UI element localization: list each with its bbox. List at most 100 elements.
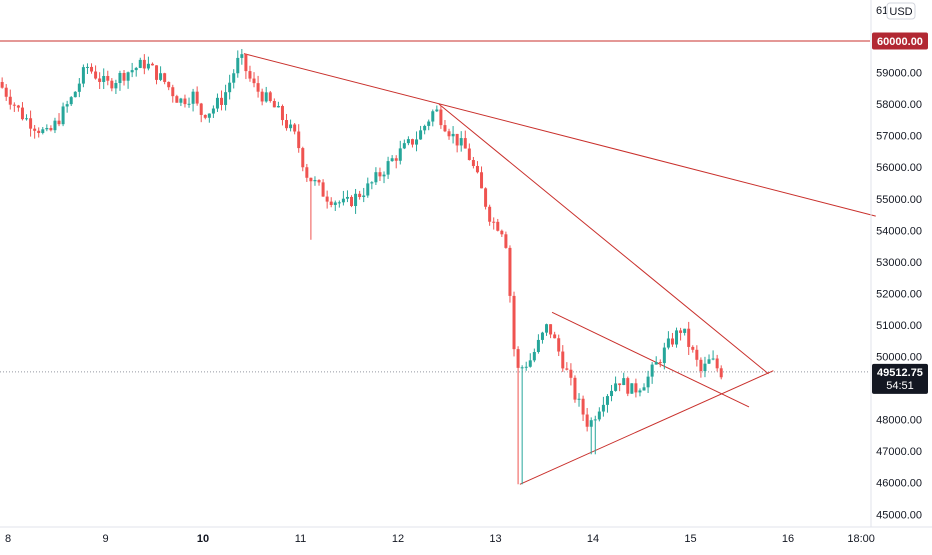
candle-body bbox=[683, 328, 687, 333]
candle-body bbox=[354, 193, 358, 207]
candle-body bbox=[126, 72, 130, 81]
candle-body bbox=[285, 120, 289, 129]
candle-body bbox=[699, 359, 703, 372]
candle-body bbox=[12, 104, 16, 106]
candle-body bbox=[467, 148, 471, 161]
candle-body bbox=[695, 349, 699, 360]
candle-body bbox=[406, 139, 410, 144]
candle-body bbox=[431, 111, 435, 122]
y-tick-label: 50000.00 bbox=[876, 352, 922, 364]
candle-body bbox=[670, 338, 674, 345]
candle-body bbox=[53, 120, 57, 131]
candle-body bbox=[268, 92, 272, 101]
candle-body bbox=[577, 398, 581, 400]
candle-body bbox=[130, 70, 134, 73]
candle-body bbox=[0, 82, 4, 88]
top-tick-label: 61 bbox=[876, 5, 888, 17]
y-tick-label: 58000.00 bbox=[876, 99, 922, 111]
candle-body bbox=[345, 196, 349, 199]
candle-body bbox=[81, 67, 85, 84]
candle-body bbox=[85, 66, 89, 68]
candle-body bbox=[382, 174, 386, 177]
candle-body bbox=[293, 124, 297, 132]
x-tick-label: 11 bbox=[295, 533, 306, 545]
candle-body bbox=[662, 347, 666, 364]
candle-body bbox=[601, 404, 605, 412]
candle-body bbox=[57, 120, 61, 125]
candle-body bbox=[252, 78, 256, 84]
candle-body bbox=[500, 230, 504, 235]
candle-body bbox=[150, 63, 154, 66]
candle-body bbox=[666, 338, 670, 348]
level-marker-value: 60000.00 bbox=[877, 36, 923, 48]
candle-body bbox=[297, 131, 301, 149]
candle-body bbox=[626, 378, 630, 394]
candle-body bbox=[419, 130, 423, 140]
current-price-marker-bg bbox=[872, 363, 928, 394]
candle-body bbox=[585, 414, 589, 427]
candle-body bbox=[597, 411, 601, 420]
candle-body bbox=[496, 221, 500, 231]
currency-badge-bg bbox=[886, 2, 916, 20]
candle-body bbox=[272, 100, 276, 108]
candle-body bbox=[98, 78, 102, 82]
candle-body bbox=[366, 183, 370, 196]
y-tick-label: 55000.00 bbox=[876, 194, 922, 206]
candle-body bbox=[642, 387, 646, 391]
candle-body bbox=[520, 367, 524, 369]
y-tick-label: 46000.00 bbox=[876, 478, 922, 490]
candle-body bbox=[719, 368, 723, 378]
plot-area bbox=[0, 40, 876, 485]
price-axis[interactable]: 45000.0046000.0047000.0048000.0049000.00… bbox=[876, 68, 922, 522]
candle-body bbox=[557, 338, 561, 352]
candle-body bbox=[61, 106, 65, 125]
candle-body bbox=[155, 65, 159, 80]
candle-body bbox=[211, 108, 215, 114]
candle-body bbox=[707, 359, 711, 364]
candle-body bbox=[122, 72, 126, 81]
y-tick-label: 51000.00 bbox=[876, 320, 922, 332]
candle-body bbox=[321, 182, 325, 197]
candle-body bbox=[370, 182, 374, 184]
candle-body bbox=[459, 138, 463, 146]
candle-body bbox=[138, 59, 142, 68]
candle-body bbox=[410, 139, 414, 145]
candle-body bbox=[630, 383, 634, 394]
candle-body bbox=[398, 148, 402, 161]
candle-body bbox=[536, 339, 540, 352]
time-axis[interactable]: 8 9 10 11 12 13 14 15 16 18:00 bbox=[5, 533, 875, 545]
candle-body bbox=[134, 67, 138, 71]
candle-body bbox=[65, 104, 69, 107]
candle-body bbox=[146, 63, 150, 69]
price-markers: 61 USD 60000.00 49512.75 54:51 bbox=[872, 2, 928, 394]
candle-body bbox=[77, 83, 81, 92]
candle-body bbox=[386, 161, 390, 175]
candle-body bbox=[329, 201, 333, 205]
candle-body bbox=[264, 92, 268, 102]
candle-body bbox=[94, 71, 98, 79]
y-tick-label: 45000.00 bbox=[876, 509, 922, 521]
candle-body bbox=[471, 160, 475, 166]
candle-body bbox=[236, 57, 240, 74]
currency-badge[interactable]: USD bbox=[889, 6, 912, 18]
triangle-base bbox=[519, 370, 774, 485]
candle-body bbox=[73, 91, 77, 98]
candle-body bbox=[374, 172, 378, 183]
candle-body bbox=[402, 143, 406, 149]
candle-body bbox=[90, 66, 94, 72]
candle-body bbox=[16, 105, 20, 108]
candle-body bbox=[301, 148, 305, 168]
candle-body bbox=[183, 98, 187, 105]
candle-body bbox=[276, 106, 280, 108]
candle-body bbox=[191, 91, 195, 104]
candle-body bbox=[256, 83, 260, 92]
candle-body bbox=[455, 133, 459, 146]
x-tick-label: 10 bbox=[197, 533, 209, 545]
y-tick-label: 56000.00 bbox=[876, 162, 922, 174]
candle-body bbox=[390, 158, 394, 162]
y-tick-label: 52000.00 bbox=[876, 288, 922, 300]
candle-body bbox=[45, 127, 49, 130]
x-tick-label: 12 bbox=[392, 533, 404, 545]
